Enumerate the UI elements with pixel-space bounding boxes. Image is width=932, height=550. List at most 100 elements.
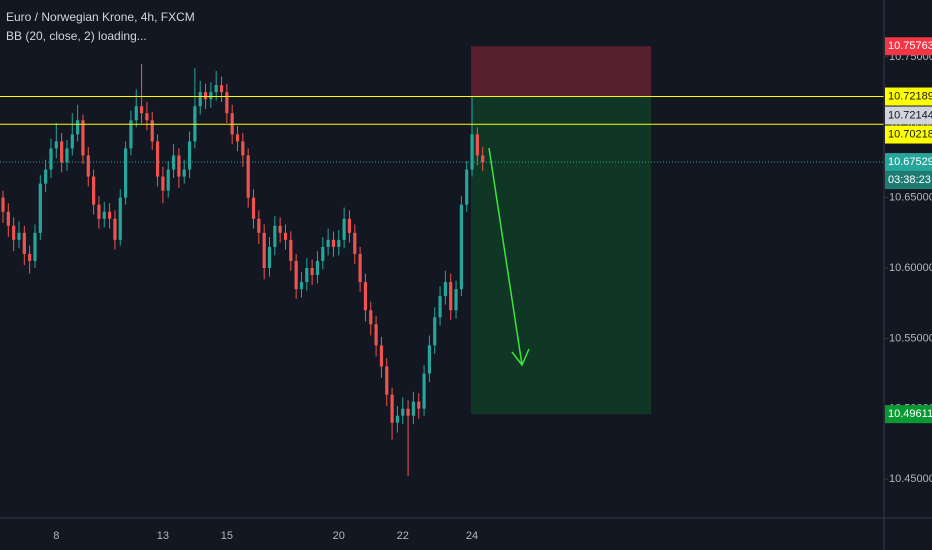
candle-body	[86, 155, 90, 177]
candle-body	[171, 155, 176, 170]
candle-body	[353, 232, 357, 254]
candle-body	[225, 92, 229, 114]
candle-body	[219, 85, 224, 93]
candle-body	[315, 260, 320, 276]
candle-body	[363, 282, 368, 311]
candle-body	[145, 113, 149, 121]
candle-body	[273, 225, 277, 247]
price-label-box	[885, 37, 932, 56]
candle-body	[177, 155, 181, 177]
indicator-legend: BB (20, close, 2) loading...	[6, 29, 147, 43]
candle-body	[70, 134, 74, 149]
candle-body	[331, 239, 336, 247]
candle-body	[118, 197, 122, 240]
candle-body	[108, 211, 112, 219]
candle-body	[395, 415, 400, 423]
candle-body	[139, 106, 144, 114]
candle-body	[65, 148, 69, 163]
candle-body	[401, 408, 405, 416]
candle-body	[406, 408, 410, 416]
price-label: 10.72189	[888, 90, 932, 102]
price-label-box	[885, 106, 932, 125]
candle-body	[422, 373, 426, 409]
candle-body	[17, 232, 21, 240]
candle-body	[1, 197, 5, 212]
candle-body	[326, 239, 330, 247]
candle-body	[150, 120, 154, 142]
candle-body	[49, 148, 53, 170]
price-label: 10.67529	[888, 156, 932, 168]
x-tick-label: 8	[53, 530, 59, 542]
price-label-box	[885, 405, 932, 424]
x-tick-label: 22	[397, 530, 409, 542]
candle-body	[369, 310, 373, 325]
candle-body	[251, 197, 256, 219]
candle-body	[81, 120, 85, 156]
candle-body	[203, 92, 208, 100]
price-label-box	[885, 125, 932, 144]
candle-body	[6, 211, 10, 226]
candle-body	[12, 225, 16, 240]
candle-body	[102, 211, 106, 219]
price-label: 10.49611	[888, 408, 932, 420]
candle-body	[161, 176, 165, 191]
price-label-box	[885, 87, 932, 106]
candle-body	[433, 317, 437, 346]
price-label: 10.75763	[888, 40, 932, 52]
candle-body	[60, 141, 64, 163]
candle-body	[294, 260, 298, 290]
candle-body	[22, 232, 26, 254]
candle-body	[449, 282, 453, 311]
candle-body	[113, 218, 117, 240]
candle-body	[465, 169, 469, 205]
candle-body	[134, 106, 138, 121]
x-tick-label: 15	[221, 530, 233, 542]
candle-body	[454, 289, 458, 311]
x-tick-label: 13	[157, 530, 169, 542]
candle-body	[411, 401, 416, 416]
y-tick-label: 10.65000	[889, 192, 932, 204]
candle-body	[310, 268, 314, 276]
candle-body	[241, 141, 245, 156]
candle-body	[209, 92, 213, 100]
x-tick-label: 24	[466, 530, 478, 542]
candle-body	[459, 204, 463, 290]
candle-body	[278, 225, 282, 233]
candle-body	[262, 232, 266, 269]
candle-body	[92, 176, 96, 205]
candle-body	[235, 134, 240, 142]
candle-body	[427, 345, 431, 374]
candle-body	[417, 401, 421, 409]
stop-zone	[471, 46, 651, 97]
candle-body	[33, 232, 37, 261]
candle-body	[438, 296, 442, 318]
target-zone	[471, 96, 651, 415]
candle-body	[166, 169, 170, 191]
candle-body	[267, 246, 272, 269]
countdown-box	[885, 171, 932, 190]
candle-body	[374, 324, 378, 346]
candle-body	[321, 246, 325, 261]
candle-body	[123, 148, 128, 198]
candle-body	[385, 366, 389, 395]
candle-body	[54, 141, 58, 149]
candle-body	[358, 253, 362, 283]
candle-body	[347, 218, 352, 233]
candle-body	[379, 345, 384, 367]
x-tick-label: 20	[333, 530, 345, 542]
candle-body	[182, 169, 186, 177]
candle-body	[28, 253, 32, 261]
candle-body	[337, 239, 341, 247]
candle-body	[198, 92, 202, 107]
candle-body	[283, 232, 288, 240]
price-label: 10.70218	[888, 128, 932, 140]
y-tick-label: 10.55000	[889, 332, 932, 344]
candle-body	[214, 85, 218, 93]
candle-body	[44, 169, 48, 184]
candle-body	[187, 141, 192, 170]
candle-body	[155, 141, 160, 177]
y-tick-label: 10.45000	[889, 473, 932, 485]
candle-body	[481, 155, 485, 163]
